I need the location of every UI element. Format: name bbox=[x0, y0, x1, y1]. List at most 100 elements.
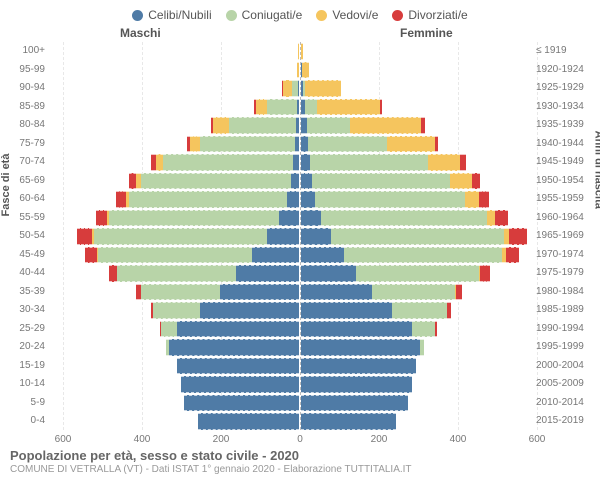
bar-segment bbox=[296, 117, 299, 134]
bar-male bbox=[151, 154, 299, 171]
age-label: 0-4 bbox=[0, 415, 45, 426]
birth-label: 1945-1949 bbox=[536, 156, 596, 167]
bar-segment bbox=[236, 265, 299, 282]
pyramid-row: 30-341985-1989 bbox=[0, 301, 600, 320]
bar-segment bbox=[356, 265, 478, 282]
bar-segment bbox=[156, 154, 163, 171]
bar-segment bbox=[98, 247, 252, 264]
bar-segment bbox=[447, 302, 451, 319]
bar-male bbox=[85, 247, 299, 264]
bar-segment bbox=[321, 210, 487, 227]
age-label: 40-44 bbox=[0, 267, 45, 278]
bar-male bbox=[177, 358, 299, 375]
birth-label: 1995-1999 bbox=[536, 341, 596, 352]
legend: Celibi/Nubili Coniugati/e Vedovi/e Divorzia… bbox=[0, 0, 600, 26]
pyramid-row: 60-641955-1959 bbox=[0, 190, 600, 209]
bar-segment bbox=[298, 43, 299, 60]
bar-segment bbox=[301, 376, 412, 393]
bar-segment bbox=[305, 99, 317, 116]
bar-segment bbox=[267, 228, 299, 245]
pyramid-row: 85-89 1930-1934 bbox=[0, 98, 600, 117]
bar-male bbox=[96, 210, 299, 227]
bar-segment bbox=[153, 302, 200, 319]
bar-female bbox=[301, 321, 437, 338]
age-label: 50-54 bbox=[0, 230, 45, 241]
legend-label: Celibi/Nubili bbox=[148, 8, 211, 22]
pyramid-row: 80-841935-1939 bbox=[0, 116, 600, 135]
bar-segment bbox=[392, 302, 447, 319]
birth-label: 1935-1939 bbox=[536, 119, 596, 130]
age-label: 70-74 bbox=[0, 156, 45, 167]
bar-segment bbox=[301, 43, 303, 60]
bar-segment bbox=[298, 80, 299, 97]
bar-segment bbox=[301, 173, 312, 190]
bar-segment bbox=[387, 136, 434, 153]
birth-label: 1975-1979 bbox=[536, 267, 596, 278]
bar-segment bbox=[198, 413, 299, 430]
birth-label: 2015-2019 bbox=[536, 415, 596, 426]
bar-segment bbox=[435, 321, 437, 338]
chart-title: Popolazione per età, sesso e stato civil… bbox=[10, 448, 590, 463]
x-tick: 0 bbox=[297, 434, 303, 445]
bar-segment bbox=[291, 173, 299, 190]
bar-segment bbox=[310, 154, 429, 171]
age-label: 5-9 bbox=[0, 397, 45, 408]
bar-segment bbox=[169, 339, 299, 356]
legend-item: Vedovi/e bbox=[316, 8, 378, 22]
legend-label: Divorziati/e bbox=[408, 8, 467, 22]
pyramid-row: 50-54 1965-1969 bbox=[0, 227, 600, 246]
bar-female bbox=[301, 228, 527, 245]
bar-female bbox=[301, 284, 462, 301]
bar-male bbox=[211, 117, 299, 134]
age-label: 95-99 bbox=[0, 64, 45, 75]
bar-segment bbox=[301, 154, 310, 171]
legend-swatch bbox=[392, 10, 403, 21]
bar-segment bbox=[85, 247, 97, 264]
age-label: 55-59 bbox=[0, 212, 45, 223]
bar-female bbox=[301, 117, 425, 134]
legend-item: Celibi/Nubili bbox=[132, 8, 211, 22]
bar-segment bbox=[480, 265, 490, 282]
birth-label: 1920-1924 bbox=[536, 64, 596, 75]
bar-female bbox=[301, 265, 490, 282]
age-label: 75-79 bbox=[0, 138, 45, 149]
bar-male bbox=[160, 321, 299, 338]
birth-label: ≤ 1919 bbox=[536, 45, 596, 56]
pyramid-row: 100+≤ 1919 bbox=[0, 42, 600, 61]
bar-female bbox=[301, 376, 412, 393]
birth-label: 1930-1934 bbox=[536, 101, 596, 112]
bar-male bbox=[184, 395, 299, 412]
bar-segment bbox=[472, 173, 480, 190]
bar-female bbox=[301, 99, 382, 116]
bar-segment bbox=[267, 99, 297, 116]
bar-segment bbox=[220, 284, 299, 301]
birth-label: 1965-1969 bbox=[536, 230, 596, 241]
pyramid-row: 75-791940-1944 bbox=[0, 135, 600, 154]
bar-male bbox=[282, 80, 299, 97]
pyramid-row: 65-691950-1954 bbox=[0, 172, 600, 191]
bar-segment bbox=[420, 339, 425, 356]
pyramid-row: 10-142005-2009 bbox=[0, 375, 600, 394]
bar-segment bbox=[177, 358, 299, 375]
bar-segment bbox=[184, 395, 299, 412]
age-label: 30-34 bbox=[0, 304, 45, 315]
bar-segment bbox=[509, 228, 527, 245]
bar-segment bbox=[163, 154, 293, 171]
bar-segment bbox=[283, 80, 292, 97]
bar-female bbox=[301, 247, 519, 264]
bar-segment bbox=[177, 321, 299, 338]
age-label: 85-89 bbox=[0, 101, 45, 112]
bar-segment bbox=[287, 191, 299, 208]
bar-segment bbox=[301, 265, 356, 282]
x-tick: 400 bbox=[450, 434, 467, 445]
bar-female bbox=[301, 173, 480, 190]
bar-segment bbox=[315, 191, 465, 208]
legend-label: Coniugati/e bbox=[242, 8, 303, 22]
pyramid-row: 70-74 1945-1949 bbox=[0, 153, 600, 172]
bar-male bbox=[116, 191, 299, 208]
birth-label: 1955-1959 bbox=[536, 193, 596, 204]
bar-segment bbox=[312, 173, 450, 190]
bar-segment bbox=[308, 136, 387, 153]
bar-segment bbox=[301, 191, 315, 208]
age-label: 10-14 bbox=[0, 378, 45, 389]
